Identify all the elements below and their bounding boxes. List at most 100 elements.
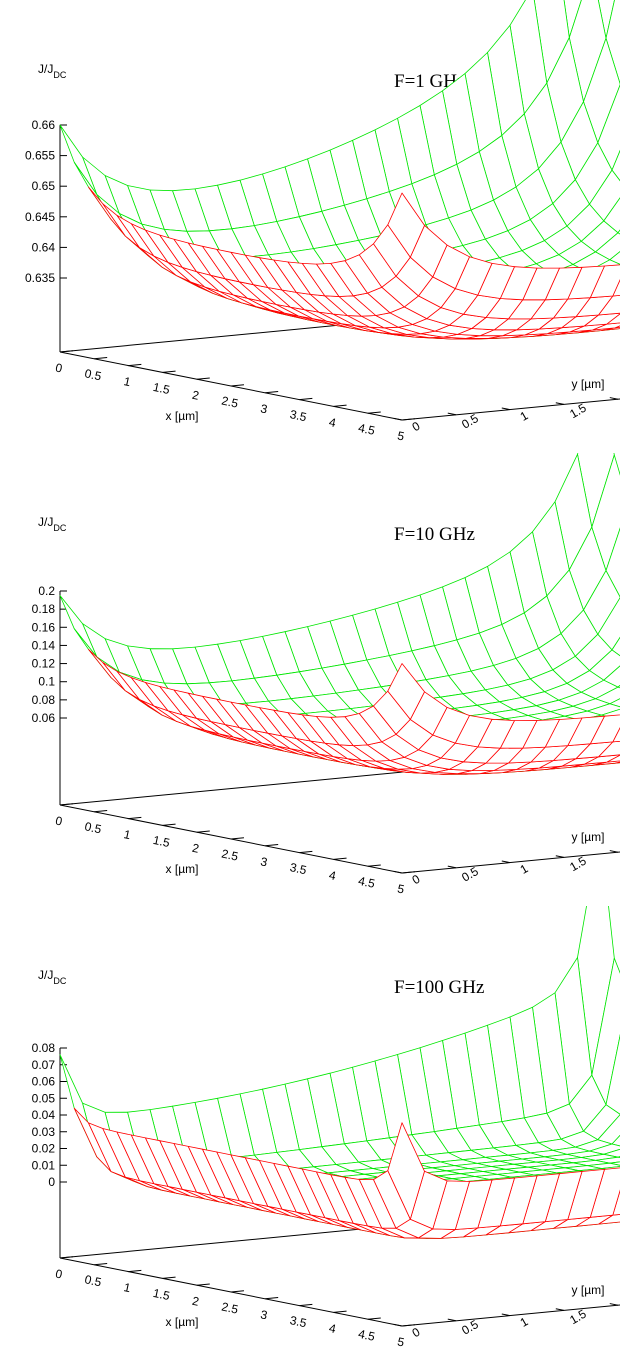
x-tick-mark	[163, 1277, 176, 1278]
x-tick-label: 4	[328, 415, 338, 430]
x-tick-label: 3.5	[289, 860, 309, 877]
chart-title: F=10 GHz	[394, 524, 475, 545]
x-tick-mark	[368, 1318, 381, 1319]
z-tick-label: 0.64	[32, 240, 56, 254]
x-tick-mark	[368, 865, 381, 866]
z-axis-label: J/JDC	[38, 515, 67, 533]
y-tick-label: 1	[518, 861, 531, 877]
x-tick-label: 0.5	[83, 366, 103, 383]
x-tick-mark	[231, 838, 244, 839]
z-tick-label: 0.655	[25, 149, 55, 163]
x-tick-mark	[197, 831, 210, 832]
x-tick-label: 5	[396, 882, 406, 897]
x-tick-label: 4.5	[357, 1327, 377, 1344]
z-tick-label: 0.2	[38, 584, 55, 598]
z-tick-label: 0.66	[32, 118, 56, 132]
x-tick-mark	[231, 1291, 244, 1292]
z-tick-label: 0.635	[25, 271, 55, 285]
x-tick-label: 4	[328, 1321, 338, 1336]
z-tick-label: 0.1	[38, 675, 55, 689]
y-axis-label: y [µm]	[572, 377, 605, 391]
x-tick-mark	[94, 811, 107, 812]
z-tick-label: 0.16	[32, 620, 56, 634]
z-tick-label: 0.03	[32, 1125, 56, 1139]
x-tick-label: 3	[259, 1307, 269, 1322]
x-tick-mark	[197, 378, 210, 379]
x-tick-label: 3	[259, 854, 269, 869]
x-tick-mark	[128, 364, 141, 365]
y-tick-mark	[394, 871, 402, 873]
surface-mesh	[60, 0, 620, 339]
x-tick-mark	[265, 845, 278, 846]
z-axis-label-subscript: DC	[53, 523, 66, 533]
x-tick-label: 1	[123, 827, 133, 842]
z-tick-label: 0.08	[32, 693, 56, 707]
z-axis-label-subscript: DC	[53, 70, 66, 80]
z-axis-label: J/JDC	[38, 62, 67, 80]
x-tick-label: 4	[328, 868, 338, 883]
x-tick-label: 1.5	[152, 380, 172, 397]
z-tick-label: 0.06	[32, 1075, 56, 1089]
z-tick-label: 0.05	[32, 1091, 56, 1105]
x-tick-label: 2	[191, 388, 201, 403]
x-tick-label: 1	[123, 374, 133, 389]
z-axis-label: J/JDC	[38, 968, 67, 986]
x-tick-mark	[334, 858, 347, 859]
chart-title: F=100 GHz	[394, 977, 484, 998]
x-tick-label: 2	[191, 841, 201, 856]
y-axis-label: y [µm]	[572, 1283, 605, 1297]
x-tick-mark	[94, 1264, 107, 1265]
x-tick-label: 0	[54, 814, 64, 829]
x-tick-label: 1.5	[152, 833, 172, 850]
x-tick-label: 1.5	[152, 1286, 172, 1303]
z-tick-label: 0.01	[32, 1158, 56, 1172]
x-tick-label: 5	[396, 1335, 406, 1350]
z-tick-label: 0.06	[32, 711, 56, 725]
z-tick-label: 0.18	[32, 602, 56, 616]
x-axis-label: x [µm]	[166, 862, 199, 876]
x-tick-mark	[197, 1284, 210, 1285]
x-tick-mark	[128, 1270, 141, 1271]
x-tick-label: 3.5	[289, 1313, 309, 1330]
surface-mesh	[60, 906, 620, 1238]
x-tick-mark	[334, 405, 347, 406]
y-tick-mark	[394, 1324, 402, 1326]
x-tick-label: 3	[259, 401, 269, 416]
x-tick-label: 2.5	[220, 394, 240, 411]
surface-quad	[60, 596, 97, 657]
x-tick-label: 0	[54, 361, 64, 376]
x-axis-label: x [µm]	[166, 409, 199, 423]
z-tick-label: 0.07	[32, 1058, 56, 1072]
x-axis-label: x [µm]	[166, 1315, 199, 1329]
surface-quad	[60, 125, 97, 195]
x-tick-mark	[163, 824, 176, 825]
x-tick-label: 1	[123, 1280, 133, 1295]
x-tick-mark	[265, 1298, 278, 1299]
x-tick-mark	[299, 398, 312, 399]
x-tick-mark	[334, 1311, 347, 1312]
x-tick-label: 5	[396, 429, 406, 444]
x-tick-label: 2	[191, 1294, 201, 1309]
x-tick-mark	[60, 804, 73, 805]
x-tick-label: 2.5	[220, 1300, 240, 1317]
z-tick-label: 0.04	[32, 1108, 56, 1122]
x-tick-mark	[265, 392, 278, 393]
y-tick-label: 1	[518, 1314, 531, 1330]
z-tick-label: 0.02	[32, 1142, 56, 1156]
z-axis-label-subscript: DC	[53, 976, 66, 986]
x-tick-mark	[299, 851, 312, 852]
x-tick-label: 2.5	[220, 847, 240, 864]
x-tick-mark	[60, 351, 73, 352]
surface-mesh	[60, 453, 620, 774]
x-tick-label: 3.5	[289, 407, 309, 424]
x-tick-mark	[128, 817, 141, 818]
y-tick-label: 0	[410, 1325, 423, 1341]
x-tick-mark	[368, 412, 381, 413]
x-tick-mark	[94, 358, 107, 359]
x-tick-mark	[299, 1304, 312, 1305]
x-tick-mark	[231, 385, 244, 386]
